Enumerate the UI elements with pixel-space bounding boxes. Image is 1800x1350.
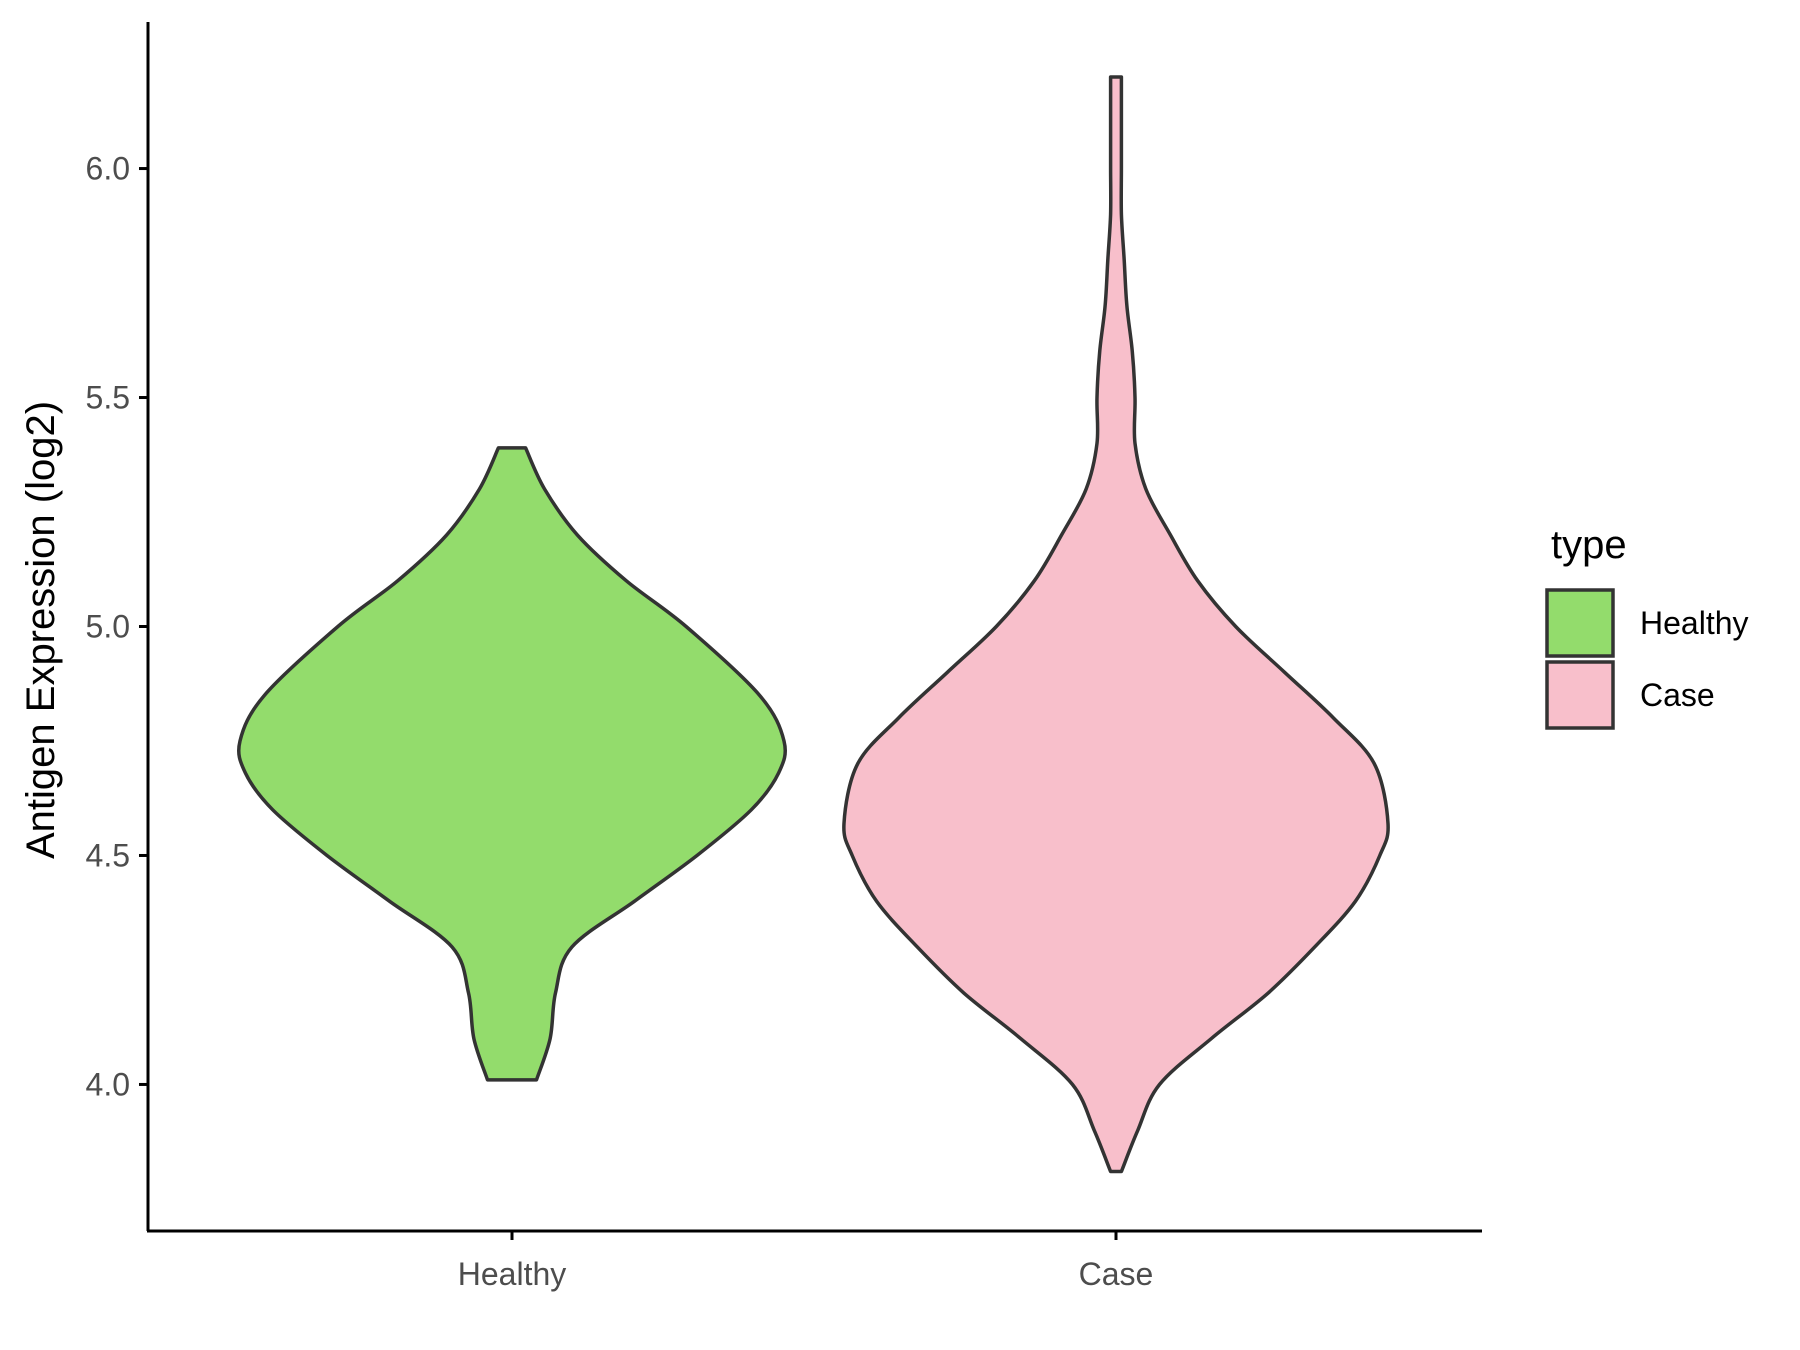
violin-healthy xyxy=(236,446,788,1082)
x-tick-label: Case xyxy=(1079,1256,1154,1292)
y-tick-label: 4.5 xyxy=(86,837,130,873)
y-tick-label: 5.5 xyxy=(86,380,130,416)
y-tick-label: 4.0 xyxy=(86,1066,130,1102)
y-tick-label: 6.0 xyxy=(86,151,130,187)
legend-key-case xyxy=(1545,660,1615,730)
legend-label-case: Case xyxy=(1640,677,1715,713)
x-ticks: Healthy Case xyxy=(458,1231,1154,1292)
y-tick-label: 5.0 xyxy=(86,609,130,645)
violin-case xyxy=(842,75,1390,1174)
plot-area xyxy=(236,75,1390,1174)
y-axis-title: Antigen Expression (log2) xyxy=(19,401,63,859)
legend: type Healthy Case xyxy=(1545,523,1749,730)
legend-key-healthy xyxy=(1545,588,1615,658)
y-ticks: 4.0 4.5 5.0 5.5 6.0 xyxy=(86,151,148,1102)
legend-label-healthy: Healthy xyxy=(1640,605,1749,641)
legend-title: type xyxy=(1551,523,1627,567)
x-tick-label: Healthy xyxy=(458,1256,567,1292)
